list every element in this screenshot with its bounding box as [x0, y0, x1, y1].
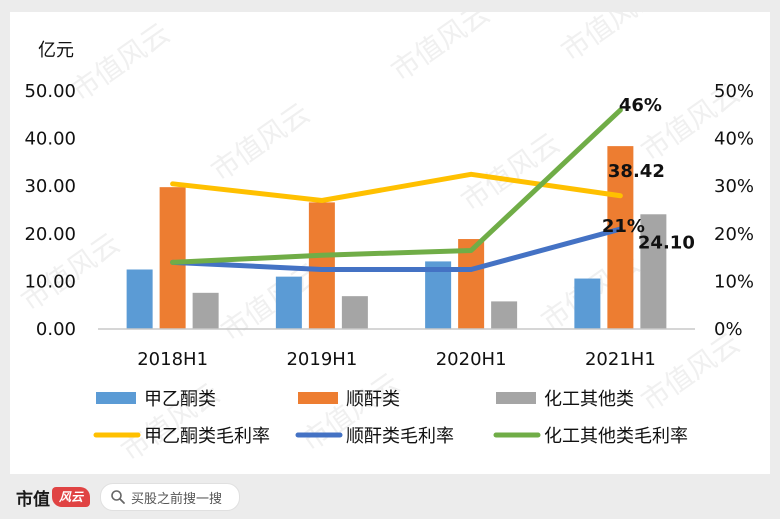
brand-logo[interactable]: 市值 风云 — [16, 484, 90, 510]
legend-swatch-1 — [96, 392, 136, 404]
legend-swatch-3 — [496, 392, 536, 404]
y2-tick-label: 40% — [714, 129, 754, 150]
legend-label-2: 顺酐类 — [346, 389, 400, 410]
bar-1-2021H1 — [574, 278, 601, 329]
line-series-2 — [170, 226, 623, 272]
search-icon — [111, 490, 125, 504]
line-series-3 — [170, 107, 623, 265]
legend-label-6: 化工其他类毛利率 — [544, 426, 688, 447]
bar-2-2020H1 — [458, 239, 485, 329]
chart-card: 市值风云 市值风云 市值风云 市值风云 市值风云 市值风云 市值风云 市值风云 市值风云 市值风云… — [10, 12, 770, 474]
y2-tick-label: 30% — [714, 176, 754, 197]
y-tick-label: 30.00 — [24, 176, 76, 197]
y-tick-label: 10.00 — [24, 271, 76, 292]
footer-bar: 市值 风云 买股之前搜一搜 — [0, 476, 780, 519]
x-tick-label: 2020H1 — [436, 349, 507, 370]
watermark-text: 市值风云 — [65, 16, 176, 107]
y-tick-label: 0.00 — [36, 319, 76, 340]
bar-1-2020H1 — [425, 261, 452, 329]
bar-3-2019H1 — [341, 296, 368, 329]
y-axis-unit-label: 亿元 — [38, 40, 74, 61]
y2-tick-label: 50% — [714, 81, 754, 102]
bar-2-2018H1 — [159, 187, 186, 329]
search-placeholder: 买股之前搜一搜 — [131, 491, 223, 507]
watermark-text: 市值风云 — [205, 96, 316, 187]
watermark-text: 市值风云 — [635, 326, 746, 417]
x-tick-label: 2021H1 — [585, 349, 656, 370]
brand-mark: 风云 — [52, 487, 90, 507]
watermark-text: 市值风云 — [555, 12, 666, 68]
data-label-gray-2021: 24.10 — [638, 232, 695, 253]
y-tick-label: 50.00 — [24, 81, 76, 102]
data-label-green-2021: 46% — [619, 95, 662, 116]
bar-3-2021H1 — [640, 214, 667, 329]
data-label-blue-2021: 21% — [602, 216, 645, 237]
y-tick-label: 20.00 — [24, 224, 76, 245]
legend-label-3: 化工其他类 — [544, 389, 634, 410]
bar-1-2018H1 — [126, 269, 153, 329]
watermark-text: 市值风云 — [385, 12, 496, 88]
data-label-orange-2021: 38.42 — [608, 161, 665, 182]
search-bar[interactable]: 买股之前搜一搜 — [100, 483, 240, 511]
legend-label-1: 甲乙酮类 — [144, 389, 216, 410]
x-tick-label: 2018H1 — [137, 349, 208, 370]
line-series-1 — [170, 171, 623, 203]
bar-3-2018H1 — [192, 292, 219, 329]
y2-tick-label: 0% — [714, 319, 743, 340]
brand-name: 市值 — [16, 489, 50, 510]
bar-2-2019H1 — [308, 202, 335, 329]
bar-3-2020H1 — [491, 301, 518, 329]
x-tick-label: 2019H1 — [286, 349, 357, 370]
legend-swatch-2 — [298, 392, 338, 404]
legend-label-5: 顺酐类毛利率 — [346, 426, 454, 447]
y2-tick-label: 20% — [714, 224, 754, 245]
y2-tick-label: 10% — [714, 271, 754, 292]
legend-label-4: 甲乙酮类毛利率 — [144, 426, 270, 447]
y-tick-label: 40.00 — [24, 129, 76, 150]
bar-2-2021H1 — [607, 146, 634, 329]
bar-1-2019H1 — [275, 276, 302, 329]
